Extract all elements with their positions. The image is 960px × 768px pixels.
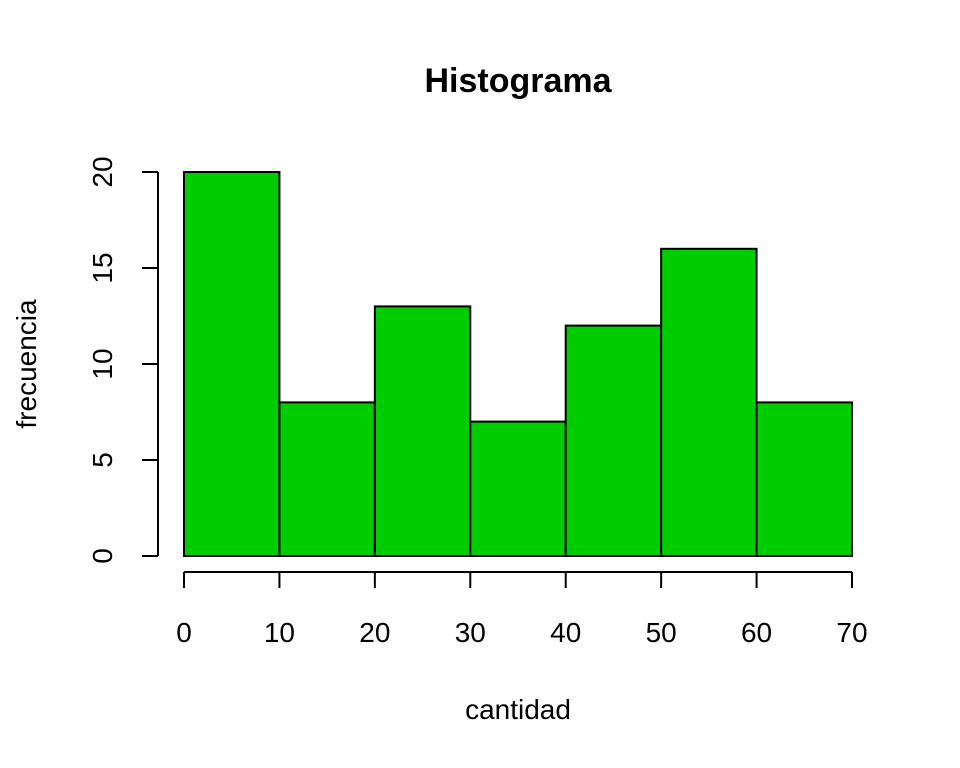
- x-tick-label: 20: [359, 617, 390, 648]
- x-tick-label: 50: [646, 617, 677, 648]
- y-tick-label: 10: [87, 348, 118, 379]
- y-tick-label: 15: [87, 252, 118, 283]
- bars-group: [183, 171, 853, 558]
- x-tick-label: 60: [741, 617, 772, 648]
- x-tick-label: 10: [264, 617, 295, 648]
- y-tick-label: 0: [87, 548, 118, 564]
- y-axis-label: frecuencia: [11, 299, 42, 429]
- x-axis: 0 10 20 30 40 50 60 70: [176, 571, 868, 648]
- histogram-bar: [373, 305, 472, 557]
- y-tick-label: 5: [87, 452, 118, 468]
- histogram-bar: [278, 401, 376, 557]
- histogram-bar: [183, 171, 281, 557]
- x-tick-label: 30: [455, 617, 486, 648]
- x-tick-label: 0: [176, 617, 192, 648]
- chart-title: Histograma: [424, 62, 612, 100]
- histogram-bar: [660, 247, 758, 558]
- x-tick-label: 70: [836, 617, 867, 648]
- x-tick-label: 40: [550, 617, 581, 648]
- x-axis-label: cantidad: [465, 694, 571, 725]
- y-tick-label: 20: [87, 156, 118, 187]
- histogram-bar: [755, 401, 853, 557]
- histogram-bar: [469, 420, 567, 557]
- y-axis: 0 5 10 15 20: [87, 156, 159, 564]
- histogram-bar: [564, 324, 663, 557]
